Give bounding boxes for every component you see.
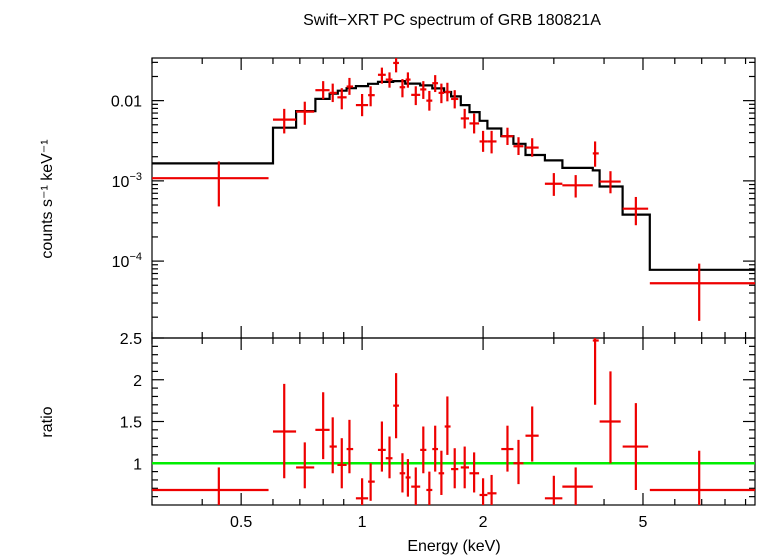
- ratio-data-point: [368, 463, 375, 501]
- spectrum-data-point: [592, 141, 599, 167]
- plot-area: 0.01 10−3 10−4 1 1.5 2 2.5 0.5 1 2 5: [111, 57, 756, 531]
- spectrum-data-point: [599, 171, 621, 194]
- spectrum-data-point: [501, 127, 514, 145]
- spectrum-data-point: [426, 90, 433, 111]
- ratio-data-point: [487, 474, 497, 505]
- ratio-data-point: [272, 383, 297, 479]
- x-tick-label: 2: [479, 514, 488, 531]
- spectrum-data-point: [315, 81, 330, 100]
- spectrum-data-point: [460, 108, 470, 129]
- spectrum-data-point: [469, 113, 480, 134]
- spectrum-data-point: [272, 108, 297, 134]
- ratio-data-point: [346, 419, 354, 474]
- ratio-y-tick-label: 1: [133, 456, 142, 473]
- ratio-data-point: [377, 421, 386, 472]
- x-tick-label: 5: [639, 514, 648, 531]
- ratio-data-point: [469, 452, 480, 493]
- ratio-data-point: [152, 467, 269, 505]
- spectrum-data-point: [544, 173, 563, 196]
- spectrum-data-point: [355, 93, 369, 117]
- ratio-data-point: [411, 467, 421, 505]
- model-step-line: [152, 80, 755, 271]
- ratio-data-point: [451, 448, 459, 489]
- ratio-data-point: [460, 446, 470, 489]
- spectrum-data-point: [513, 137, 524, 156]
- ratio-y-tick-label: 2.5: [120, 331, 142, 348]
- spectrum-data-point: [337, 88, 347, 110]
- spectrum-y-tick-label: 10−3: [112, 171, 142, 191]
- ratio-data-point: [649, 450, 755, 505]
- ratio-data-point: [562, 467, 593, 505]
- ratio-y-tick-label: 1.5: [120, 415, 142, 432]
- spectrum-data-point: [393, 58, 399, 73]
- spectrum-data-point: [487, 130, 497, 154]
- x-tick-label: 0.5: [230, 514, 252, 531]
- ratio-data-point: [420, 426, 427, 474]
- spectrum-data-point: [479, 130, 488, 152]
- ratio-frame: [151, 337, 756, 506]
- ratio-y-tick-label: 2: [133, 373, 142, 390]
- spectrum-data-point: [346, 77, 354, 95]
- ratio-data-point: [501, 425, 514, 472]
- ratio-data-point: [399, 453, 406, 493]
- ratio-data-point: [438, 450, 445, 495]
- ratio-data-point: [296, 442, 315, 489]
- ratio-data-point: [355, 478, 369, 505]
- spectrum-data-point: [399, 79, 406, 98]
- ratio-y-axis-label: ratio: [39, 406, 56, 437]
- ratio-data-point: [337, 438, 347, 489]
- spectrum-data-point: [622, 196, 649, 226]
- spectrum-data-point: [296, 101, 315, 125]
- spectrum-data-point: [438, 83, 445, 104]
- chart-title: Swift−XRT PC spectrum of GRB 180821A: [303, 12, 601, 29]
- ratio-data-point: [525, 406, 539, 462]
- ratio-data-point: [329, 417, 337, 474]
- spectrum-data-point: [451, 90, 459, 109]
- spectrum-data-point: [405, 72, 411, 88]
- ratio-data-point: [622, 403, 649, 490]
- ratio-data-point: [405, 459, 411, 497]
- spectrum-data-point: [385, 72, 393, 88]
- spectrum-y-axis-label: counts s⁻¹ keV⁻¹: [39, 139, 56, 258]
- spectrum-y-tick-label: 0.01: [111, 94, 142, 111]
- ratio-data-point: [432, 425, 439, 472]
- spectrum-y-tick-label: 10−4: [112, 251, 142, 271]
- spectrum-data-point: [525, 138, 539, 157]
- spectrum-data-point: [377, 67, 386, 84]
- ratio-data-point: [544, 475, 563, 505]
- spectrum-data-point: [411, 86, 421, 106]
- spectrum-data-point: [432, 75, 439, 93]
- spectrum-data-point: [649, 263, 755, 321]
- ratio-data-point: [592, 338, 599, 405]
- x-tick-label: 1: [358, 514, 367, 531]
- spectrum-data-point: [562, 175, 593, 198]
- spectrum-data-point: [152, 161, 269, 207]
- ratio-data-point: [426, 471, 433, 505]
- ratio-data-point: [385, 436, 393, 479]
- ratio-data-point: [315, 392, 330, 460]
- spectrum-data-point: [368, 86, 375, 107]
- spectrum-data-point: [329, 83, 337, 103]
- x-axis-label: Energy (keV): [407, 538, 500, 555]
- spectrum-data-point: [420, 81, 427, 99]
- spectrum-data-point: [444, 82, 451, 102]
- ratio-data-point: [479, 478, 488, 505]
- ratio-data-point: [444, 396, 451, 455]
- ratio-data-point: [599, 371, 621, 464]
- ratio-data-point: [513, 439, 524, 485]
- ratio-data-point: [393, 373, 399, 439]
